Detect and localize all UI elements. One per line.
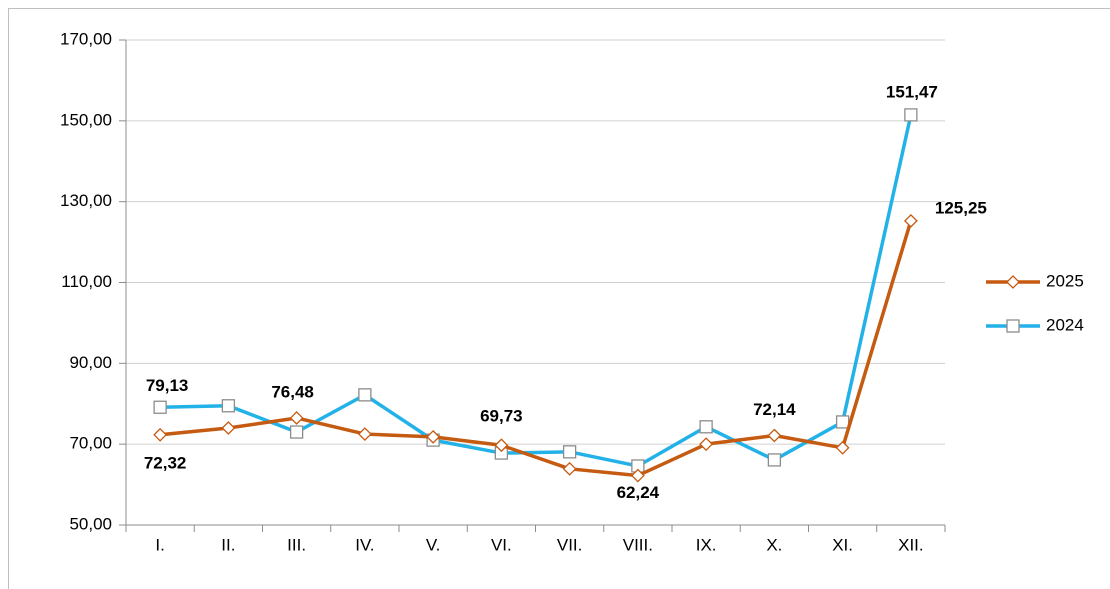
point-marker bbox=[562, 445, 577, 459]
y-tick-label: 110,00 bbox=[61, 272, 112, 291]
point-marker bbox=[630, 468, 645, 483]
x-tick-label: V. bbox=[426, 535, 441, 554]
legend-label: 2024 bbox=[1046, 315, 1084, 334]
x-tick-label: VI. bbox=[491, 535, 512, 554]
point-marker bbox=[358, 388, 372, 402]
x-tick-label: VIII. bbox=[623, 535, 653, 554]
point-marker bbox=[562, 461, 577, 476]
data-label: 76,48 bbox=[271, 382, 314, 401]
point-marker bbox=[699, 437, 714, 452]
point-marker bbox=[767, 453, 782, 467]
point-marker bbox=[289, 411, 304, 425]
x-tick-label: IV. bbox=[355, 535, 374, 554]
point-marker bbox=[153, 400, 167, 414]
point-marker bbox=[835, 440, 850, 455]
x-tick-label: III. bbox=[287, 535, 306, 554]
point-marker bbox=[357, 427, 372, 441]
x-tick-label: IX. bbox=[696, 535, 717, 554]
x-tick-label: X. bbox=[766, 535, 782, 554]
data-label: 62,24 bbox=[617, 483, 660, 502]
x-tick-label: VII. bbox=[557, 535, 583, 554]
point-marker bbox=[903, 213, 918, 228]
chart-border bbox=[8, 8, 1110, 589]
legend-marker bbox=[1006, 319, 1020, 333]
y-tick-label: 130,00 bbox=[60, 191, 112, 210]
legend-label: 2025 bbox=[1046, 271, 1084, 290]
series-line bbox=[160, 114, 913, 468]
y-tick-label: 170,00 bbox=[60, 29, 112, 48]
data-label: 151,47 bbox=[886, 82, 938, 101]
y-tick-label: 150,00 bbox=[60, 110, 112, 129]
point-marker bbox=[289, 425, 304, 439]
point-marker bbox=[221, 421, 236, 435]
x-tick-label: II. bbox=[221, 535, 235, 554]
point-marker bbox=[767, 428, 782, 443]
data-label: 125,25 bbox=[935, 198, 987, 217]
point-marker bbox=[699, 420, 713, 434]
point-marker bbox=[494, 438, 509, 453]
legend-marker bbox=[1006, 275, 1020, 289]
y-tick-label: 50,00 bbox=[69, 514, 112, 533]
data-label: 69,73 bbox=[480, 407, 523, 426]
data-label: 72,14 bbox=[753, 400, 796, 419]
x-tick-label: XII. bbox=[898, 535, 924, 554]
point-marker bbox=[904, 108, 918, 122]
data-label: 72,32 bbox=[144, 453, 187, 472]
y-tick-label: 90,00 bbox=[69, 353, 112, 372]
point-marker bbox=[835, 415, 850, 429]
point-marker bbox=[153, 427, 168, 442]
series-line bbox=[159, 220, 913, 478]
x-tick-label: I. bbox=[155, 535, 164, 554]
x-tick-label: XI. bbox=[832, 535, 853, 554]
data-label: 79,13 bbox=[146, 376, 189, 395]
point-marker bbox=[221, 399, 236, 413]
point-marker bbox=[426, 429, 441, 444]
y-tick-label: 70,00 bbox=[69, 434, 112, 453]
